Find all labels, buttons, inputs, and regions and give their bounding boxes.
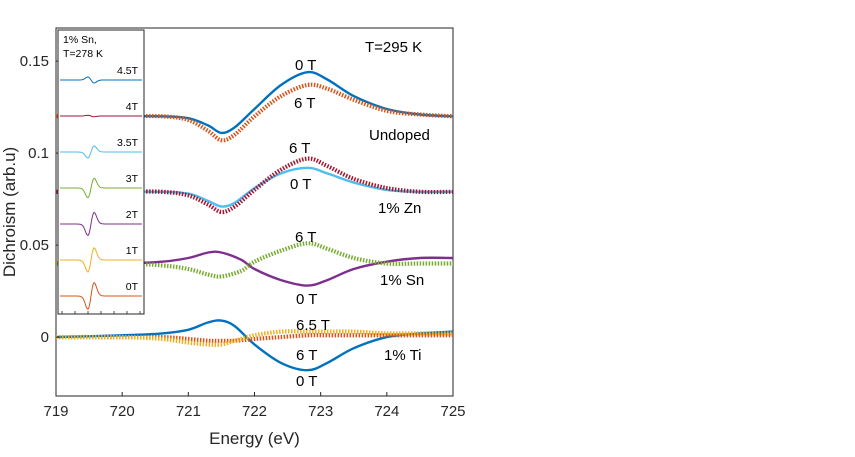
inset-label-2T: 2T bbox=[126, 209, 139, 221]
inset-trace-4T bbox=[59, 114, 142, 118]
inset-trace-1T bbox=[59, 247, 142, 273]
zn-6T-label: 6 T bbox=[289, 140, 310, 157]
x-tick-label: 722 bbox=[242, 403, 267, 420]
sn-0T-label: 0 T bbox=[296, 291, 317, 308]
y-tick-label: 0.05 bbox=[20, 237, 49, 254]
y-axis-label: Dichroism (arb.u) bbox=[0, 147, 19, 277]
inset-panel: 1% Sn, T=278 K 4.5T 4T 3.5T 3T 2T 1T 0T bbox=[57, 29, 145, 315]
inset-frame bbox=[57, 29, 145, 315]
sn-label: 1% Sn bbox=[380, 272, 424, 289]
series-line-sn-5 bbox=[55, 241, 453, 279]
inset-trace-2T bbox=[59, 211, 142, 237]
undoped-label: Undoped bbox=[369, 127, 430, 144]
ticks-layer: 719 720 721 722 723 724 725 0 0.05 0.1 0.15 bbox=[20, 53, 466, 420]
x-tick-label: 719 bbox=[43, 403, 68, 420]
inset-label-3T: 3T bbox=[126, 173, 139, 185]
ti-6T-label: 6 T bbox=[296, 347, 317, 364]
inset-title-line2: T=278 K bbox=[63, 48, 103, 60]
inset-label-0T: 0T bbox=[126, 281, 139, 293]
inset-series-layer: 4.5T 4T 3.5T 3T 2T 1T 0T bbox=[59, 65, 142, 314]
zn-label: 1% Zn bbox=[378, 200, 421, 217]
x-tick-label: 720 bbox=[110, 403, 135, 420]
inset-title-line1: 1% Sn, bbox=[63, 34, 97, 46]
x-tick-label: 725 bbox=[440, 403, 465, 420]
y-tick-label: 0.1 bbox=[28, 145, 49, 162]
ti-label: 1% Ti bbox=[384, 347, 422, 364]
inset-label-4T: 4T bbox=[126, 101, 139, 113]
zn-0T-label: 0 T bbox=[290, 176, 311, 193]
series-line-sn-4 bbox=[55, 250, 454, 287]
series-line-zn-3 bbox=[56, 156, 454, 215]
x-tick-label: 724 bbox=[374, 403, 399, 420]
ti-0T-label: 0 T bbox=[296, 373, 317, 390]
series-line-undoped-1 bbox=[55, 82, 454, 143]
inset-trace-0T bbox=[59, 281, 142, 311]
temperature-annotation: T=295 K bbox=[365, 39, 422, 56]
y-tick-label: 0.15 bbox=[20, 53, 49, 70]
inset-label-4.5T: 4.5T bbox=[117, 65, 139, 77]
sn-6T-label: 6 T bbox=[295, 229, 316, 246]
x-axis-label: Energy (eV) bbox=[209, 429, 300, 448]
series-line-ti-7 bbox=[56, 333, 453, 344]
inset-trace-4.5T bbox=[59, 76, 142, 84]
x-tick-label: 721 bbox=[176, 403, 201, 420]
y-tick-label: 0 bbox=[41, 329, 49, 346]
inset-label-1T: 1T bbox=[126, 245, 139, 257]
inset-trace-3T bbox=[59, 177, 142, 199]
series-layer bbox=[55, 70, 454, 372]
inset-label-3.5T: 3.5T bbox=[117, 137, 139, 149]
undoped-6T-label: 6 T bbox=[294, 95, 315, 112]
ti-65T-label: 6.5 T bbox=[296, 317, 330, 334]
series-line-ti-8 bbox=[55, 329, 453, 347]
inset-trace-3.5T bbox=[59, 145, 142, 159]
series-line-ti-6 bbox=[55, 319, 454, 372]
x-tick-label: 723 bbox=[308, 403, 333, 420]
undoped-0T-label: 0 T bbox=[295, 57, 316, 74]
